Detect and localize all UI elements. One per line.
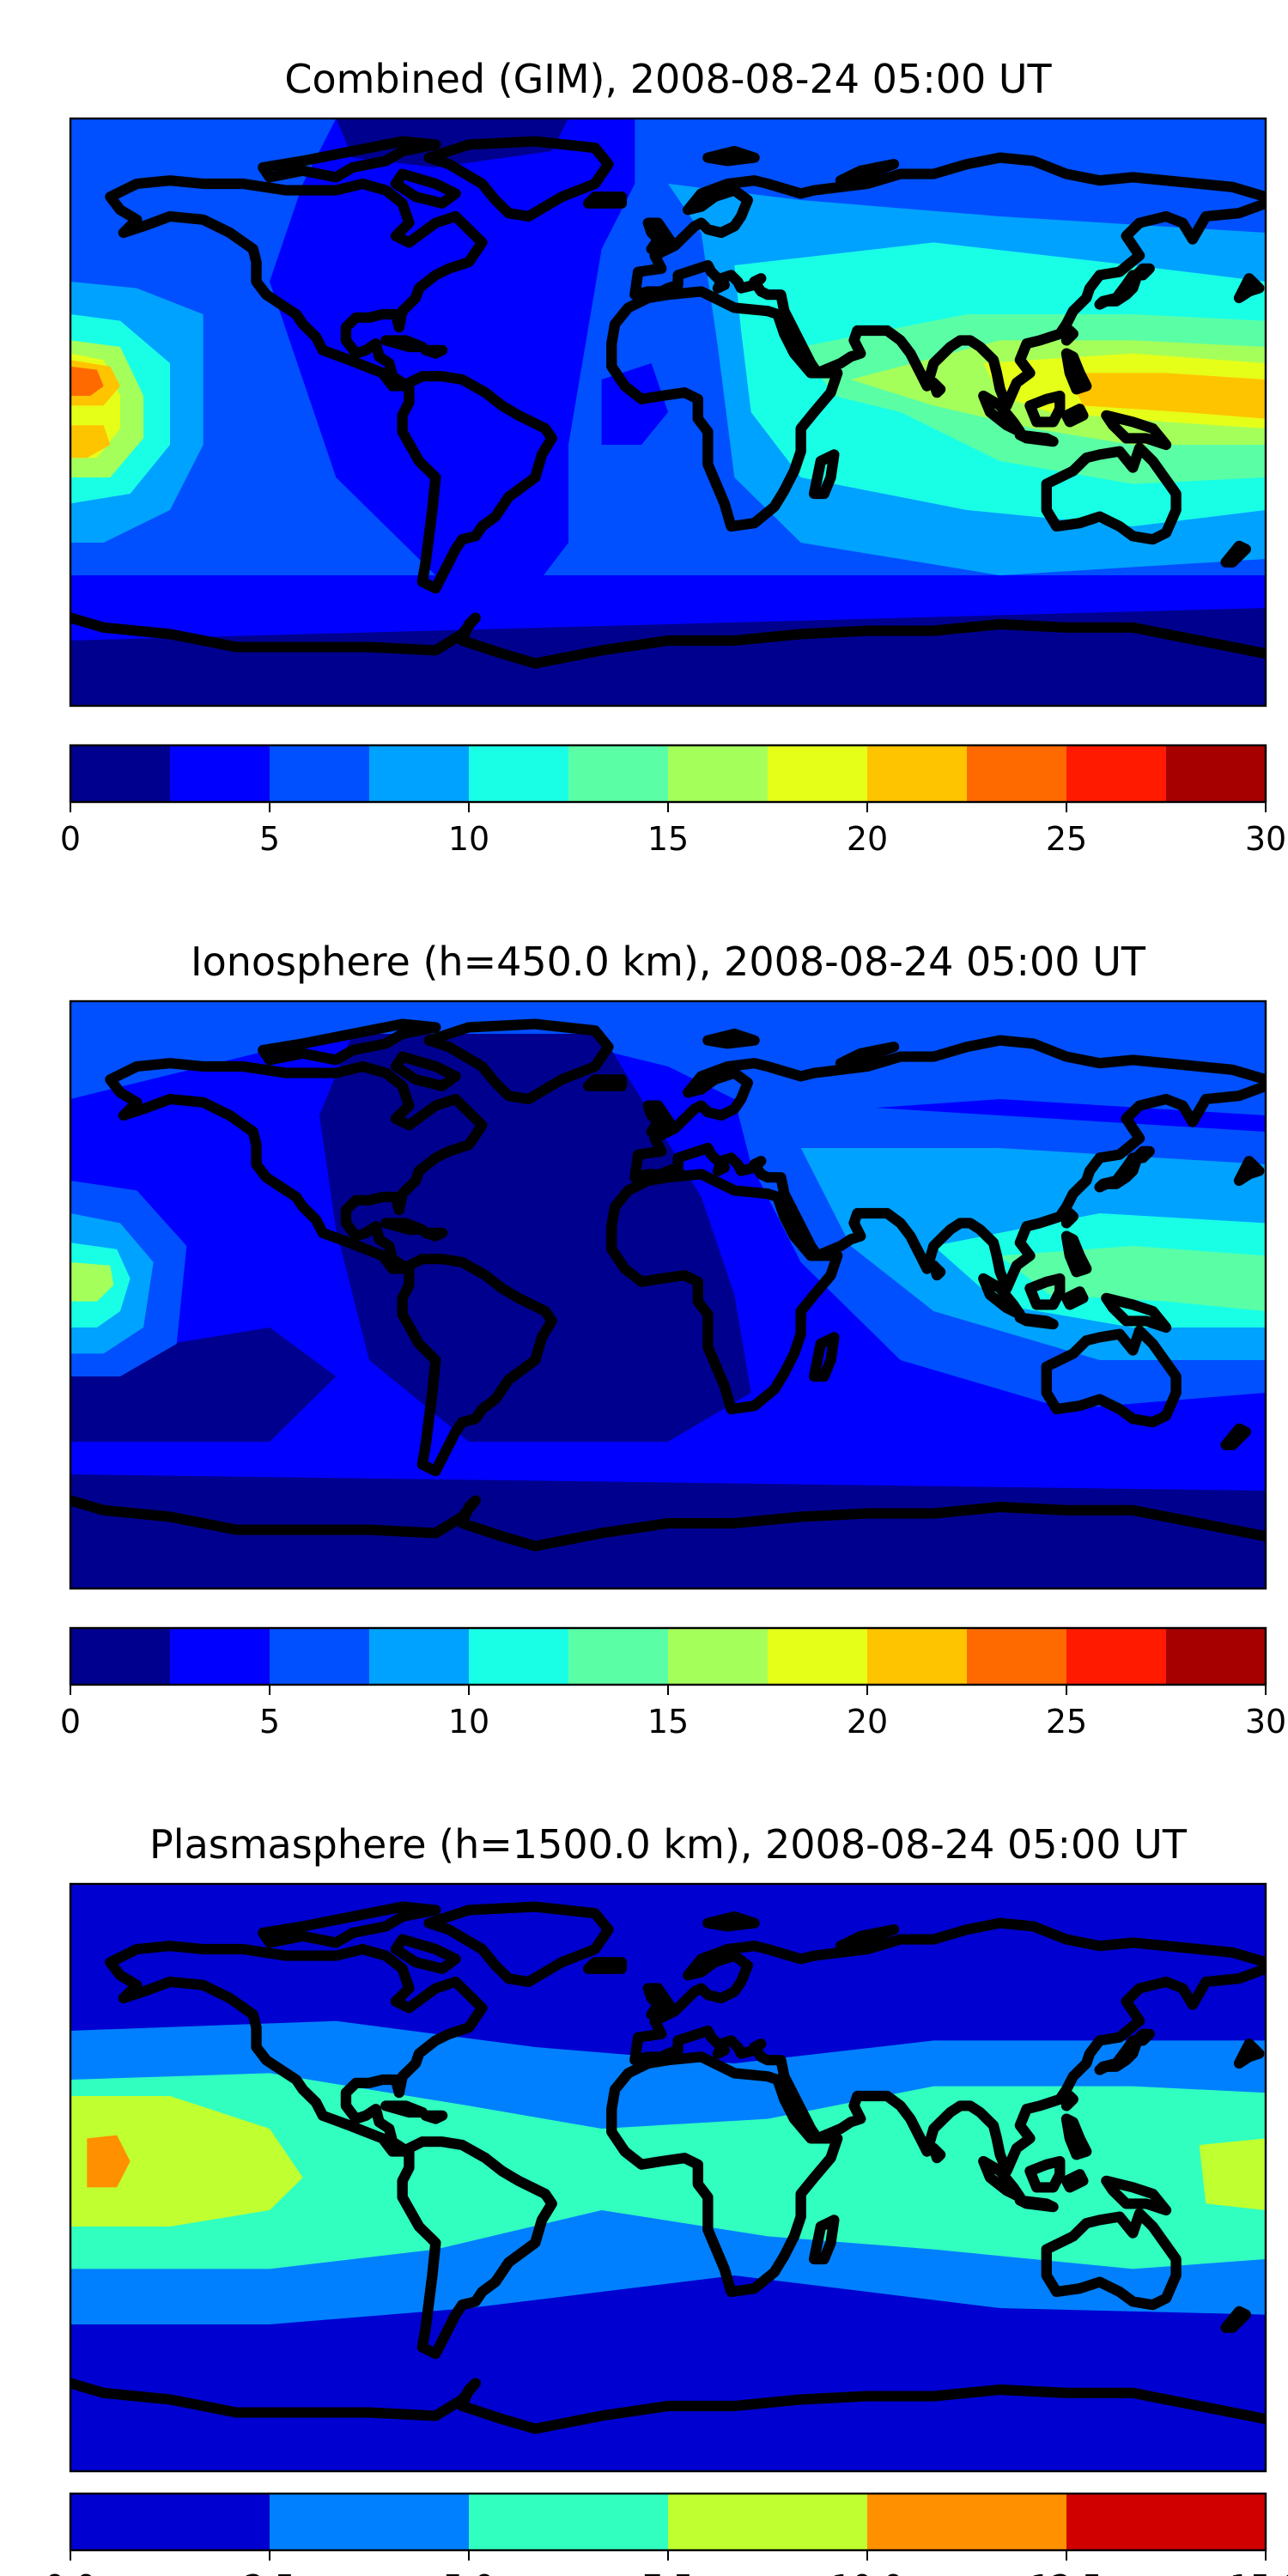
colorbar-swatch xyxy=(270,745,370,802)
colorbar-swatch xyxy=(1166,1628,1267,1685)
colorbar-tick-label: 25 xyxy=(1046,820,1087,858)
colorbar: 0 5 10 15 20 25 30 xyxy=(60,744,1286,858)
colorbar-tick-label: 30 xyxy=(1245,1703,1286,1741)
colorbar-swatch xyxy=(469,1628,569,1685)
colorbar: 0 5 10 15 20 25 30 xyxy=(60,1626,1286,1741)
colorbar-swatch xyxy=(568,745,669,802)
colorbar-swatch xyxy=(1166,745,1267,802)
colorbar-swatch xyxy=(867,745,968,802)
colorbar-swatch xyxy=(469,2494,669,2550)
colorbar-swatch xyxy=(967,1628,1067,1685)
colorbar-tick-label: 15 xyxy=(647,1703,689,1741)
colorbar-swatch xyxy=(867,2494,1067,2550)
colorbar-swatch xyxy=(369,745,470,802)
contour-field xyxy=(70,1001,1266,1589)
colorbar-tick-label: 15 xyxy=(647,820,689,858)
colorbar-swatch xyxy=(270,1628,370,1685)
panel-ionosphere: Ionosphere (h=450.0 km), 2008-08-24 05:0… xyxy=(60,939,1286,1741)
colorbar-tick-label: 5 xyxy=(259,820,280,858)
colorbar-swatch xyxy=(1066,745,1167,802)
colorbar-tick-label: 25 xyxy=(1046,1703,1087,1741)
colorbar-swatch xyxy=(1066,2494,1267,2550)
colorbar-tick-label: 30 xyxy=(1245,820,1286,858)
colorbar-tick-label: 5.0 xyxy=(443,2568,495,2576)
colorbar-swatch xyxy=(70,745,171,802)
colorbar-tick-label: 15.0 xyxy=(1230,2568,1288,2576)
colorbar-tick-label: 0 xyxy=(60,1703,81,1741)
colorbar-swatch xyxy=(170,1628,270,1685)
colorbar-swatch xyxy=(270,2494,470,2550)
colorbar-swatch xyxy=(668,2494,868,2550)
map-frame xyxy=(69,999,1267,1590)
colorbar-swatch xyxy=(70,1628,171,1685)
colorbar-swatch xyxy=(668,745,769,802)
colorbar-swatch xyxy=(70,2494,270,2550)
colorbar-swatch xyxy=(768,745,868,802)
contour-field xyxy=(70,118,1266,706)
colorbar-swatch xyxy=(668,1628,769,1685)
colorbar-tick-label: 0 xyxy=(60,820,81,858)
colorbar-swatch xyxy=(967,745,1067,802)
colorbar-tick-label: 10.0 xyxy=(831,2568,904,2576)
colorbar-tick-label: 7.5 xyxy=(642,2568,694,2576)
map-frame xyxy=(69,117,1267,708)
map-frame xyxy=(69,1882,1267,2473)
colorbar-tick-label: 2.5 xyxy=(244,2568,295,2576)
colorbar-swatch xyxy=(1066,1628,1167,1685)
contour-field xyxy=(70,1884,1266,2471)
colorbar-swatch xyxy=(369,1628,470,1685)
colorbar-swatch xyxy=(867,1628,968,1685)
colorbar-tick-label: 0.0 xyxy=(45,2568,96,2576)
colorbar: 0.0 2.5 5.0 7.5 10.0 12.5 15.0 xyxy=(45,2492,1288,2576)
colorbar-tick-label: 20 xyxy=(847,1703,888,1741)
panel-title: Ionosphere (h=450.0 km), 2008-08-24 05:0… xyxy=(191,939,1146,985)
colorbar-tick-label: 20 xyxy=(847,820,888,858)
colorbar-tick-label: 12.5 xyxy=(1030,2568,1103,2576)
panel-title: Plasmasphere (h=1500.0 km), 2008-08-24 0… xyxy=(149,1821,1188,1868)
panel-combined: Combined (GIM), 2008-08-24 05:00 UT xyxy=(60,56,1286,858)
panel-plasmasphere: Plasmasphere (h=1500.0 km), 2008-08-24 0… xyxy=(45,1821,1288,2576)
colorbar-swatch xyxy=(568,1628,669,1685)
panel-title: Combined (GIM), 2008-08-24 05:00 UT xyxy=(284,56,1052,102)
colorbar-swatch xyxy=(768,1628,868,1685)
colorbar-tick-label: 10 xyxy=(448,1703,489,1741)
colorbar-swatch xyxy=(469,745,569,802)
colorbar-swatch xyxy=(170,745,270,802)
colorbar-tick-label: 10 xyxy=(448,820,489,858)
colorbar-tick-label: 5 xyxy=(259,1703,280,1741)
